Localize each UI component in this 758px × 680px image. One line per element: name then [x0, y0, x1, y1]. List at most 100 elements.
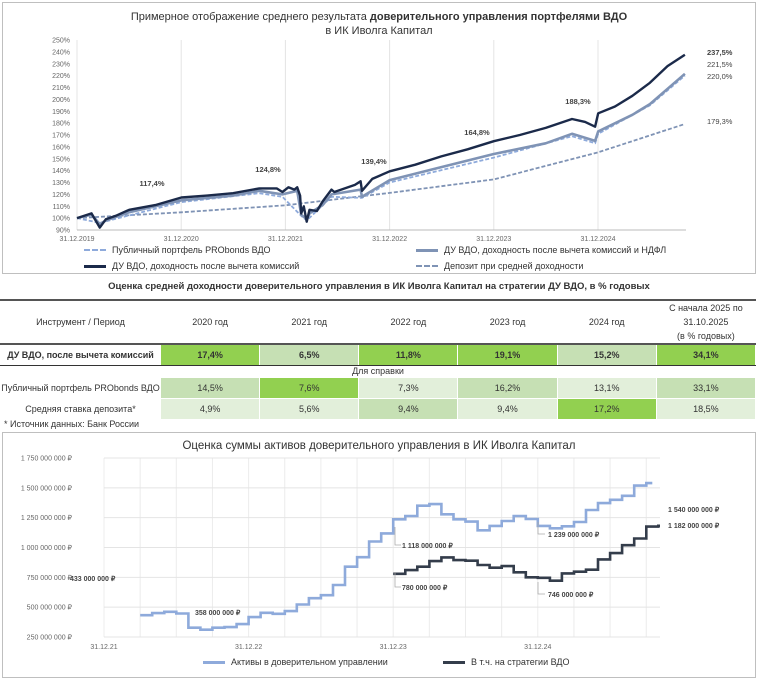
data-label: 139,4% — [361, 157, 387, 166]
legend-label: ДУ ВДО, доходность после вычета комиссий… — [444, 245, 667, 255]
value-cell: 33,1% — [655, 376, 757, 399]
assets-chart-title: Оценка суммы активов доверительного упра… — [182, 440, 576, 452]
y-tick-label: 160% — [52, 144, 70, 151]
y-tick-label: 180% — [52, 121, 70, 128]
y-tick-label: 230% — [52, 61, 70, 68]
data-label: 124,8% — [255, 165, 281, 174]
series-step-line-1 — [393, 524, 660, 583]
table-header-row: Инструмент / Период 2020 год 2021 год 20… — [0, 299, 757, 345]
legend-swatch — [203, 660, 225, 664]
y-tick-label: 200% — [52, 97, 70, 104]
returns-chart-subtitle: в ИК Иволга Капитал — [325, 25, 433, 37]
y-tick-label: 1 500 000 000 ₽ — [21, 484, 73, 492]
header-line: 31.10.2025 — [683, 317, 729, 327]
data-label: 1 239 000 000 ₽ — [548, 531, 600, 539]
data-label: 179,3% — [707, 117, 733, 126]
value-cell: 13,1% — [556, 376, 657, 399]
legend-vdo: В т.ч. на стратегии ВДО — [443, 657, 570, 667]
y-tick-label: 130% — [52, 180, 70, 187]
data-label: 746 000 000 ₽ — [548, 591, 594, 599]
returns-chart: 90% 100% 110% 120% 130% 140% 150% 160% 170% 180% 1… — [52, 38, 733, 244]
x-tick-label: 31.12.2024 — [580, 236, 615, 243]
value-cell: 4,9% — [159, 397, 261, 420]
header-cell: 2023 год — [457, 299, 558, 345]
y-tick-label: 120% — [52, 192, 70, 199]
data-label: 780 000 000 ₽ — [402, 584, 448, 592]
data-label: 1 540 000 000 ₽ — [668, 506, 720, 514]
value-cell: 17,4% — [159, 343, 261, 366]
y-tick-label: 190% — [52, 109, 70, 116]
legend-ndfl: ДУ ВДО, доходность после вычета комиссий… — [416, 245, 666, 255]
legend-label: Депозит при средней доходности — [444, 261, 584, 271]
header-cell: 2022 год — [358, 299, 459, 345]
legend-assets: Активы в доверительном управлении — [203, 657, 388, 667]
x-tick-label: 31.12.24 — [524, 644, 551, 651]
y-tick-label: 250% — [52, 38, 70, 45]
legend-label: Публичный портфель PRObonds ВДО — [112, 245, 271, 255]
series-line-3 — [76, 123, 686, 219]
value-cell: 14,5% — [159, 376, 261, 399]
y-tick-label: 220% — [52, 73, 70, 80]
data-label: 358 000 000 ₽ — [195, 609, 241, 617]
x-tick-label: 31.12.2022 — [372, 236, 407, 243]
y-tick-label: 140% — [52, 168, 70, 175]
value-cell: 34,1% — [655, 343, 757, 366]
y-tick-label: 100% — [52, 216, 70, 223]
series-step-line-0 — [140, 481, 653, 632]
legend-probonds: Публичный портфель PRObonds ВДО — [84, 245, 271, 255]
legend-deposit: Депозит при средней доходности — [416, 261, 583, 271]
value-cell: 16,2% — [457, 376, 558, 399]
series-line-1 — [76, 72, 686, 226]
leader-line — [394, 527, 401, 546]
y-tick-label: 250 000 000 ₽ — [27, 634, 73, 642]
leader-line — [394, 572, 401, 588]
y-tick-label: 170% — [52, 133, 70, 140]
legend-swatch — [416, 248, 438, 252]
header-line: (в % годовых) — [677, 331, 735, 341]
data-label: 433 000 000 ₽ — [70, 575, 116, 583]
y-tick-label: 500 000 000 ₽ — [27, 604, 73, 612]
y-tick-label: 110% — [53, 204, 70, 211]
header-cell: С начала 2025 по 31.10.2025 (в % годовых) — [655, 299, 757, 345]
header-line: С начала 2025 по — [669, 303, 743, 313]
table-row: Средняя ставка депозита* 4,9% 5,6% 9,4% 9,4%… — [0, 397, 757, 420]
x-tick-label: 31.12.22 — [235, 644, 262, 651]
y-tick-label: 750 000 000 ₽ — [27, 574, 73, 582]
data-label: 1 118 000 000 ₽ — [402, 542, 453, 550]
legend-swatch — [84, 249, 106, 251]
x-tick-label: 31.12.2020 — [164, 236, 199, 243]
y-tick-label: 240% — [52, 49, 70, 56]
value-cell: 17,2% — [556, 397, 657, 420]
data-label: 237,5% — [707, 48, 733, 57]
legend-swatch — [443, 660, 465, 664]
x-tick-label: 31.12.2021 — [268, 236, 303, 243]
x-tick-label: 31.12.23 — [380, 644, 407, 651]
footnote: * Источник данных: Банк России — [4, 419, 140, 429]
legend-label: ДУ ВДО, доходность после вычета комиссий — [112, 261, 300, 271]
title-regular: Примерное отображение среднего результат… — [130, 11, 370, 23]
table-title: Оценка средней доходности доверительного… — [108, 281, 650, 292]
data-label: 188,3% — [565, 97, 591, 106]
legend-label: Активы в доверительном управлении — [231, 657, 388, 667]
legend-swatch — [84, 264, 106, 268]
legend-swatch — [416, 265, 438, 267]
y-tick-label: 210% — [52, 85, 70, 92]
y-tick-label: 150% — [52, 156, 70, 163]
series-line-0 — [76, 53, 686, 229]
assets-chart-panel: Оценка суммы активов доверительного упра… — [2, 432, 756, 678]
header-cell: 2021 год — [259, 299, 360, 345]
value-cell: 15,2% — [556, 343, 657, 366]
y-tick-label: 1 750 000 000 ₽ — [21, 455, 73, 463]
y-tick-label: 90% — [56, 228, 70, 235]
value-cell: 9,4% — [457, 397, 558, 420]
value-cell: 18,5% — [655, 397, 757, 420]
leader-line — [537, 582, 545, 595]
header-cell: 2020 год — [159, 299, 261, 345]
title-bold: доверительного управления портфелями ВДО — [369, 11, 628, 23]
returns-chart-title: Примерное отображение среднего результат… — [3, 11, 755, 23]
legend-main: ДУ ВДО, доходность после вычета комиссий — [84, 261, 299, 271]
x-tick-label: 31.12.2019 — [59, 236, 94, 243]
value-cell: 9,4% — [358, 397, 459, 420]
data-label: 221,5% — [707, 60, 733, 69]
